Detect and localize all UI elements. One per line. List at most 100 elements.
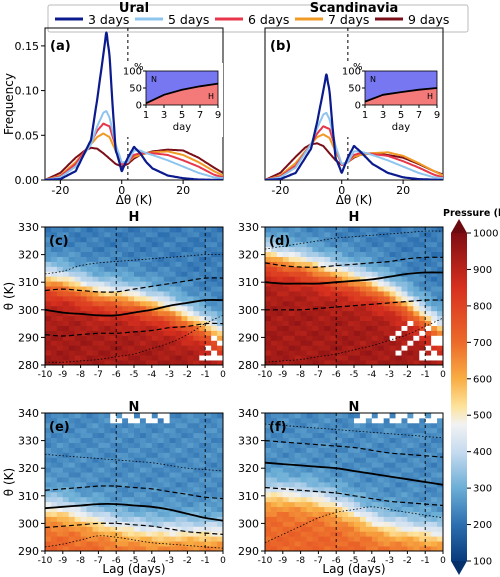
panel-f-xlabel: Lag (days)	[322, 562, 385, 576]
heatmap-cell	[169, 546, 176, 552]
heatmap-cell	[377, 315, 385, 322]
heatmap-cell	[276, 546, 284, 552]
heatmap-cell	[145, 335, 153, 341]
heatmap-cell	[324, 516, 331, 522]
heatmap-cell	[157, 462, 165, 468]
heatmap-cell	[199, 231, 206, 238]
heatmap-cell	[365, 457, 373, 463]
heatmap-cell	[187, 546, 194, 552]
y-tick-label: 310	[18, 490, 39, 503]
heatmap-cell	[45, 320, 52, 326]
heatmap-cell	[193, 467, 200, 473]
heatmap-cell	[389, 541, 396, 547]
heatmap-cell	[175, 310, 182, 317]
heatmap-cell	[217, 501, 224, 508]
heatmap-cell	[270, 521, 278, 527]
heatmap-cell	[413, 457, 420, 463]
heatmap-cell	[383, 315, 390, 322]
heatmap-cell	[413, 340, 420, 346]
heatmap-cell	[151, 472, 159, 478]
heatmap-cell	[139, 320, 147, 326]
heatmap-cell	[110, 472, 117, 478]
heatmap-cell	[312, 296, 319, 302]
heatmap-cell	[300, 300, 307, 307]
heatmap-cell	[342, 506, 349, 512]
heatmap-cell	[68, 350, 76, 356]
heatmap-cell	[437, 325, 444, 331]
heatmap-cell	[145, 506, 153, 512]
heatmap-cell	[294, 541, 301, 547]
heatmap-cell	[389, 320, 396, 326]
x-tick-label: -2	[183, 556, 192, 566]
heatmap-cell	[92, 300, 99, 307]
heatmap-cell	[431, 516, 438, 522]
heatmap-cell	[288, 516, 296, 522]
heatmap-cell	[348, 266, 355, 272]
heatmap-cell	[300, 256, 307, 262]
heatmap-cell	[294, 266, 301, 272]
heatmap-cell	[276, 246, 284, 253]
heatmap-cell	[211, 546, 218, 552]
heatmap-cell	[116, 511, 123, 517]
heatmap-cell	[163, 315, 170, 322]
heatmap-cell	[169, 335, 176, 341]
heatmap-cell	[169, 276, 176, 282]
heatmap-cell	[169, 422, 176, 429]
heatmap-cell	[431, 310, 438, 317]
heatmap-cell	[377, 541, 385, 547]
heatmap-cell	[431, 427, 438, 434]
heatmap-cell	[128, 413, 135, 419]
heatmap-cell	[377, 442, 385, 448]
heatmap-cell	[157, 521, 165, 527]
heatmap-cell	[359, 501, 367, 508]
heatmap-cell	[181, 325, 188, 331]
heatmap-cell	[312, 442, 319, 448]
heatmap-cell	[187, 477, 194, 483]
heatmap-cell	[324, 427, 331, 434]
heatmap-cell	[300, 315, 307, 322]
heatmap-cell	[122, 417, 129, 424]
heatmap-cell	[217, 482, 224, 488]
heatmap-cell	[276, 457, 284, 463]
heatmap-cell	[425, 231, 432, 238]
heatmap-cell	[330, 330, 337, 336]
heatmap-cell	[377, 546, 385, 552]
heatmap-cell	[157, 413, 165, 419]
heatmap-cell	[401, 335, 408, 341]
heatmap-cell	[336, 422, 343, 429]
heatmap-cell	[98, 467, 105, 473]
heatmap-cell	[377, 462, 385, 468]
heatmap-cell	[312, 526, 319, 532]
heatmap-cell	[181, 251, 188, 257]
heatmap-cell	[151, 266, 159, 272]
heatmap-cell	[157, 432, 165, 439]
panel-b-label: (b)	[270, 39, 291, 54]
heatmap-cell	[116, 350, 123, 356]
heatmap-cell	[157, 496, 165, 503]
heatmap-cell	[122, 325, 129, 331]
heatmap-cell	[265, 345, 272, 351]
heatmap-cell	[50, 281, 58, 287]
heatmap-cell	[437, 541, 444, 547]
heatmap-cell	[359, 462, 367, 468]
contour-dotted	[264, 317, 444, 363]
heatmap-cell	[169, 286, 176, 292]
heatmap-cell	[45, 340, 52, 346]
heatmap-cell	[383, 452, 390, 458]
heatmap-cell	[56, 432, 64, 439]
contour-solid	[44, 502, 224, 522]
heatmap-cell	[205, 432, 212, 439]
heatmap-cell	[151, 427, 159, 434]
heatmap-cell	[437, 305, 444, 312]
heatmap-cell	[211, 231, 218, 238]
heatmap-cell	[122, 462, 129, 468]
heatmap-cell	[265, 472, 272, 478]
heatmap-cell	[92, 516, 99, 522]
heatmap-cell	[270, 432, 278, 439]
heatmap-cell	[139, 546, 147, 552]
heatmap-cell	[371, 281, 379, 287]
heatmap-cell	[354, 467, 361, 473]
heatmap-cell	[389, 457, 396, 463]
